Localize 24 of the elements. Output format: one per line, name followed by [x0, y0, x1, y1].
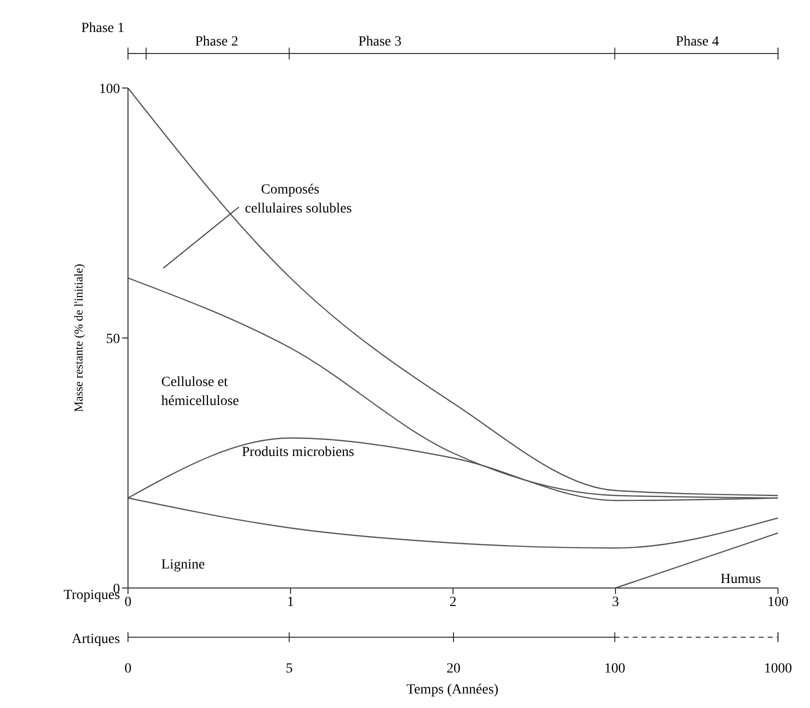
x-tick-label: 0: [124, 594, 132, 610]
text: 0: [124, 662, 132, 677]
annotation: Cellulose et hémicellulose: [161, 375, 240, 410]
y-tick-label: 100: [99, 82, 120, 97]
annotation: Composés cellulaires solubles: [244, 182, 352, 216]
y-axis-title: Masse restante (% de l'initiale): [71, 264, 86, 412]
annotation: Lignine: [161, 557, 205, 572]
text: Temps (Années): [406, 682, 499, 698]
text: 100: [604, 662, 626, 677]
text: Phase 2: [195, 34, 238, 50]
text: Phase 3: [358, 34, 402, 50]
x-tick-label: 3: [612, 594, 619, 610]
x-tick-label: 1: [287, 594, 294, 610]
text: Phase 1: [81, 20, 124, 36]
annotation: Humus: [720, 572, 762, 588]
text: 1000: [764, 662, 792, 677]
x-tick-label: 100: [768, 594, 788, 610]
text: 5: [286, 662, 293, 677]
annotation: Produits microbiens: [242, 445, 354, 460]
y-tick-label: 50: [106, 332, 120, 347]
text: Phase 4: [676, 34, 719, 50]
x-tick-label: 2: [450, 594, 456, 610]
text: Artiques: [72, 632, 120, 648]
text: 20: [446, 662, 461, 677]
